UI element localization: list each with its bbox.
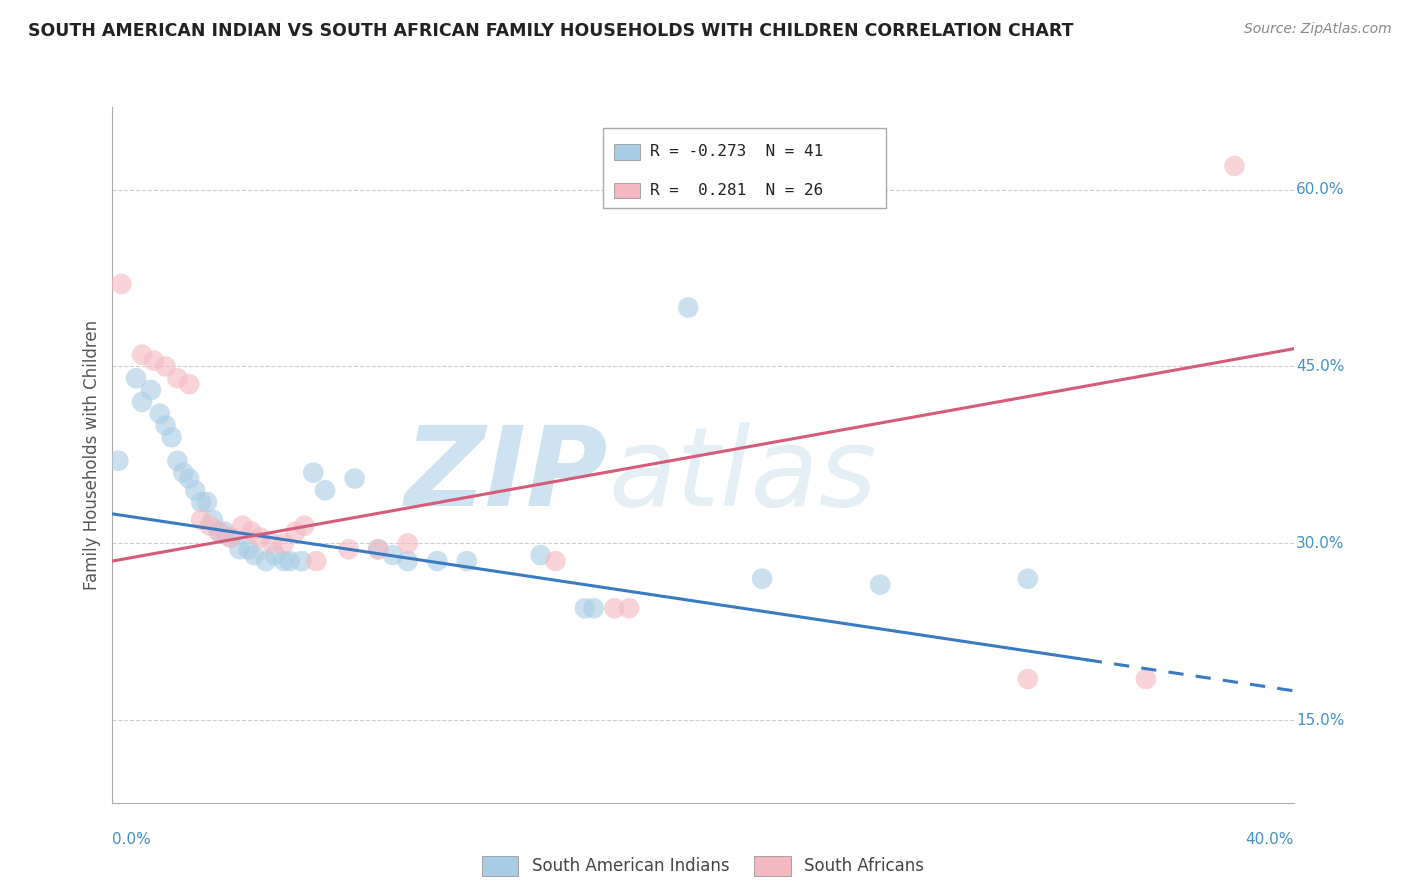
Point	[273, 554, 295, 568]
Point	[264, 548, 287, 562]
Point	[260, 536, 283, 550]
Point	[396, 554, 419, 568]
Point	[228, 542, 250, 557]
Point	[155, 418, 177, 433]
Point	[382, 548, 405, 562]
Point	[198, 518, 221, 533]
Point	[603, 601, 626, 615]
Point	[166, 371, 188, 385]
Point	[273, 536, 295, 550]
Point	[337, 542, 360, 557]
Point	[619, 601, 641, 615]
Text: 30.0%: 30.0%	[1296, 536, 1344, 551]
Text: SOUTH AMERICAN INDIAN VS SOUTH AFRICAN FAMILY HOUSEHOLDS WITH CHILDREN CORRELATI: SOUTH AMERICAN INDIAN VS SOUTH AFRICAN F…	[28, 22, 1074, 40]
Point	[219, 531, 242, 545]
Point	[110, 277, 132, 291]
Point	[292, 518, 315, 533]
Point	[1135, 672, 1157, 686]
Point	[231, 518, 253, 533]
Point	[302, 466, 325, 480]
Point	[125, 371, 148, 385]
Point	[184, 483, 207, 498]
Point	[290, 554, 312, 568]
Point	[208, 524, 231, 539]
Point	[219, 531, 242, 545]
Point	[751, 572, 773, 586]
Point	[201, 513, 224, 527]
Point	[574, 601, 596, 615]
Point	[172, 466, 194, 480]
Text: 15.0%: 15.0%	[1296, 713, 1344, 728]
Point	[131, 395, 153, 409]
Point	[238, 542, 260, 557]
Point	[426, 554, 449, 568]
Point	[284, 524, 307, 539]
Point	[131, 348, 153, 362]
Text: R =  0.281  N = 26: R = 0.281 N = 26	[650, 183, 823, 198]
Point	[190, 513, 212, 527]
Point	[278, 554, 301, 568]
Point	[195, 495, 218, 509]
Point	[678, 301, 700, 315]
Point	[529, 548, 551, 562]
Text: 45.0%: 45.0%	[1296, 359, 1344, 374]
Point	[367, 542, 389, 557]
Point	[367, 542, 389, 557]
Point	[254, 554, 277, 568]
Point	[1017, 672, 1039, 686]
Point	[544, 554, 567, 568]
Point	[582, 601, 605, 615]
Text: Source: ZipAtlas.com: Source: ZipAtlas.com	[1244, 22, 1392, 37]
Text: 0.0%: 0.0%	[112, 832, 152, 847]
Legend: South American Indians, South Africans: South American Indians, South Africans	[475, 849, 931, 883]
Point	[1223, 159, 1246, 173]
Bar	[614, 183, 640, 198]
Text: R = -0.273  N = 41: R = -0.273 N = 41	[650, 145, 823, 160]
Text: ZIP: ZIP	[405, 422, 609, 529]
Point	[214, 524, 236, 539]
Text: 40.0%: 40.0%	[1246, 832, 1294, 847]
Point	[249, 531, 271, 545]
FancyBboxPatch shape	[603, 128, 886, 208]
Point	[314, 483, 336, 498]
Point	[179, 377, 201, 392]
Bar	[614, 145, 640, 160]
Point	[1017, 572, 1039, 586]
Point	[142, 353, 165, 368]
Point	[149, 407, 172, 421]
Point	[208, 524, 231, 539]
Point	[243, 548, 266, 562]
Point	[107, 454, 129, 468]
Point	[166, 454, 188, 468]
Y-axis label: Family Households with Children: Family Households with Children	[83, 320, 101, 590]
Text: 60.0%: 60.0%	[1296, 182, 1344, 197]
Point	[160, 430, 183, 444]
Point	[139, 383, 162, 397]
Text: atlas: atlas	[609, 422, 877, 529]
Point	[190, 495, 212, 509]
Point	[155, 359, 177, 374]
Point	[240, 524, 263, 539]
Point	[343, 471, 366, 485]
Point	[456, 554, 478, 568]
Point	[305, 554, 328, 568]
Point	[869, 577, 891, 591]
Point	[179, 471, 201, 485]
Point	[396, 536, 419, 550]
